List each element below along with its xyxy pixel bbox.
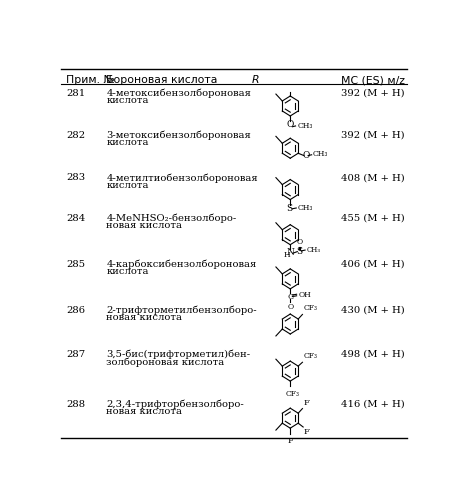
Text: 4-карбоксибензолбороновая: 4-карбоксибензолбороновая (106, 259, 256, 269)
Text: 4-MeNHSO₂-бензолборо-: 4-MeNHSO₂-бензолборо- (106, 214, 236, 223)
Text: 283: 283 (66, 173, 85, 182)
Text: S: S (285, 204, 291, 213)
Text: 287: 287 (66, 350, 85, 359)
Text: F: F (303, 428, 309, 436)
Text: новая кислота: новая кислота (106, 407, 182, 416)
Text: S: S (296, 247, 302, 255)
Text: 430 (M + H): 430 (M + H) (341, 306, 404, 315)
Text: F: F (303, 399, 308, 407)
Text: C: C (287, 292, 293, 300)
Text: 392 (M + H): 392 (M + H) (341, 131, 404, 140)
Text: 455 (M + H): 455 (M + H) (341, 214, 404, 223)
Text: CH₃: CH₃ (306, 246, 320, 254)
Text: кислота: кислота (106, 267, 149, 276)
Text: 286: 286 (66, 306, 85, 315)
Text: CH₃: CH₃ (298, 204, 313, 212)
Text: OH: OH (298, 291, 311, 299)
Text: Прим. №: Прим. № (66, 75, 114, 85)
Text: 406 (M + H): 406 (M + H) (341, 259, 404, 268)
Text: 282: 282 (66, 131, 85, 140)
Text: 285: 285 (66, 259, 85, 268)
Text: 288: 288 (66, 400, 85, 409)
Text: N: N (286, 248, 293, 257)
Text: O: O (302, 151, 309, 160)
Text: CH₃: CH₃ (298, 122, 313, 130)
Text: CF₃: CF₃ (285, 390, 299, 398)
Text: 2-трифторметилбензолборо-: 2-трифторметилбензолборо- (106, 306, 257, 315)
Text: CH₃: CH₃ (313, 150, 328, 158)
Text: 416 (M + H): 416 (M + H) (341, 400, 404, 409)
Text: O: O (296, 238, 302, 246)
Text: золбороновая кислота: золбороновая кислота (106, 357, 224, 367)
Text: 4-метоксибензолбороновая: 4-метоксибензолбороновая (106, 89, 251, 98)
Text: CF₃: CF₃ (303, 304, 317, 312)
Text: 2,3,4-трифторбензолборо-: 2,3,4-трифторбензолборо- (106, 400, 244, 409)
Text: новая кислота: новая кислота (106, 313, 182, 322)
Text: 281: 281 (66, 89, 85, 98)
Text: 408 (M + H): 408 (M + H) (341, 173, 404, 182)
Text: F: F (287, 437, 293, 445)
Text: R: R (251, 75, 258, 85)
Text: 392 (M + H): 392 (M + H) (341, 89, 404, 98)
Text: кислота: кислота (106, 138, 149, 147)
Text: CF₃: CF₃ (303, 352, 317, 360)
Text: Бороновая кислота: Бороновая кислота (106, 75, 217, 85)
Text: O: O (286, 120, 293, 129)
Text: новая кислота: новая кислота (106, 221, 182, 230)
Text: кислота: кислота (106, 181, 149, 190)
Text: 4-метилтиобензолбороновая: 4-метилтиобензолбороновая (106, 173, 258, 183)
Text: кислота: кислота (106, 96, 149, 105)
Text: 498 (M + H): 498 (M + H) (341, 350, 404, 359)
Text: 3,5-бис(трифторметил)бен-: 3,5-бис(трифторметил)бен- (106, 350, 250, 359)
Text: 284: 284 (66, 214, 85, 223)
Text: H: H (283, 251, 289, 259)
Text: МС (ES) м/z: МС (ES) м/z (341, 75, 404, 85)
Text: O: O (287, 303, 293, 311)
Text: 3-метоксибензолбороновая: 3-метоксибензолбороновая (106, 131, 251, 140)
